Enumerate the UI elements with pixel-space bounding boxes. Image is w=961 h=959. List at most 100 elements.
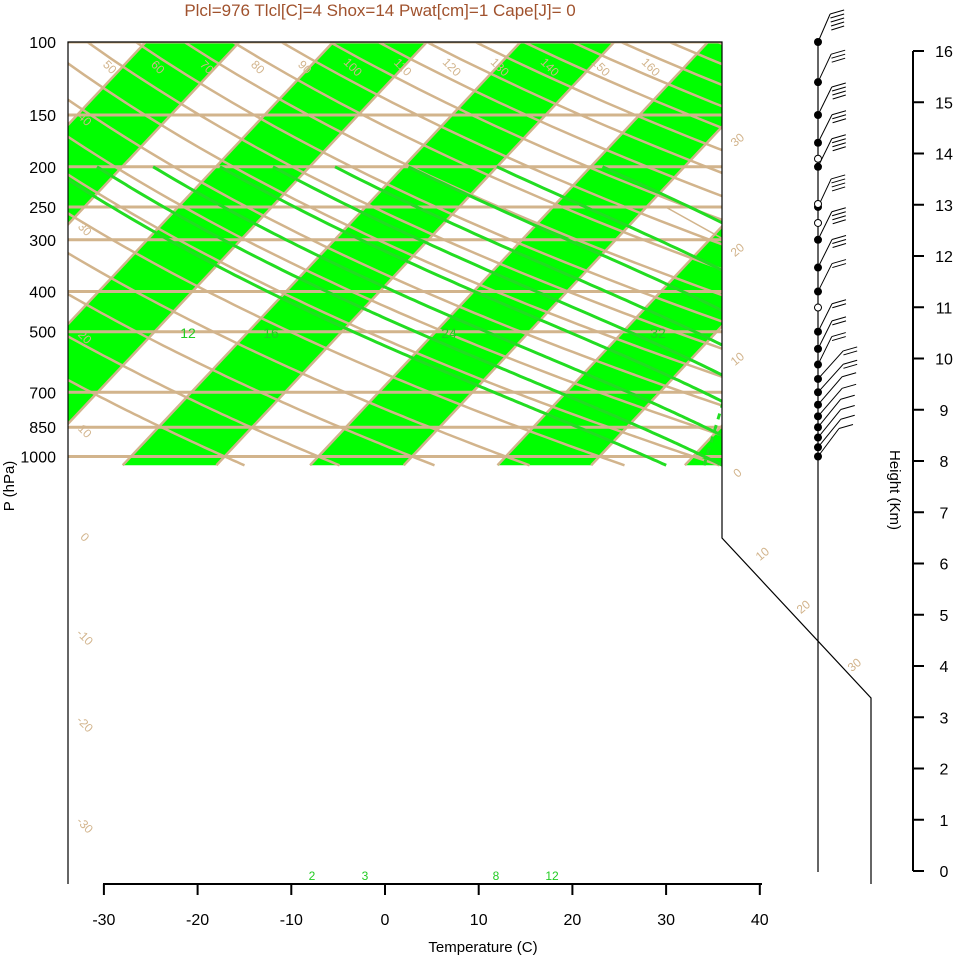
height-tick-label: 10 bbox=[935, 352, 953, 369]
moist-adiabat-line bbox=[722, 165, 871, 467]
mixing-ratio-line bbox=[752, 291, 804, 466]
isotherm-band bbox=[310, 42, 820, 466]
wind-barb bbox=[817, 383, 857, 417]
dry-adiabat-line bbox=[68, 42, 625, 467]
x-axis-title: Temperature (C) bbox=[428, 939, 537, 956]
y-tick-label: 150 bbox=[29, 108, 56, 125]
wind-barb bbox=[817, 316, 847, 350]
y-tick-label: 100 bbox=[29, 35, 56, 52]
moist-adiabat-line bbox=[96, 165, 724, 467]
wind-level-circle bbox=[814, 154, 822, 163]
wind-barb bbox=[817, 82, 846, 116]
moist-adiabat-label: 32 bbox=[650, 325, 666, 341]
mixing-ratio-label: 12 bbox=[545, 869, 559, 883]
x-tick-label: 0 bbox=[381, 912, 390, 929]
y-tick-label: 500 bbox=[29, 325, 56, 342]
height-tick-label: 1 bbox=[940, 813, 949, 830]
isotherm-line bbox=[68, 42, 259, 467]
wind-barb bbox=[817, 346, 858, 380]
moist-adiabat-label: 16 bbox=[263, 325, 279, 341]
wind-barb bbox=[817, 332, 846, 365]
height-tick-label: 0 bbox=[940, 864, 949, 881]
y-tick-label: 300 bbox=[29, 233, 56, 250]
dry-adiabat-line bbox=[717, 42, 871, 467]
y-axis-title: P (hPa) bbox=[1, 461, 18, 512]
height-tick-label: 13 bbox=[935, 198, 953, 215]
wind-barb bbox=[817, 207, 846, 240]
isotherm-band bbox=[872, 23, 961, 465]
height-tick-label: 7 bbox=[940, 505, 949, 522]
height-tick-label: 14 bbox=[935, 147, 953, 164]
moist-adiabat-label: 12 bbox=[180, 325, 196, 341]
height-tick-label: 5 bbox=[940, 608, 949, 625]
height-tick-label: 16 bbox=[935, 44, 953, 61]
wind-barb bbox=[817, 394, 855, 428]
y-tick-label: 700 bbox=[29, 385, 56, 402]
isotherm-line bbox=[777, 42, 871, 467]
wind-barb bbox=[817, 235, 847, 268]
wind-barb bbox=[817, 134, 846, 167]
wind-level-circle bbox=[814, 303, 822, 312]
x-tick-label: 20 bbox=[564, 912, 582, 929]
temperature-right-label: 30 bbox=[728, 130, 747, 150]
wind-barb bbox=[817, 405, 855, 438]
dry-adiabat-line bbox=[68, 42, 871, 467]
dry-adiabat-line bbox=[68, 42, 530, 467]
wind-barb bbox=[817, 359, 858, 393]
isotherm-line bbox=[68, 42, 352, 467]
wind-barb bbox=[817, 299, 847, 332]
x-tick-label: -20 bbox=[186, 912, 209, 929]
moist-adiabat-line bbox=[496, 165, 871, 467]
dry-adiabat-line bbox=[765, 42, 871, 467]
mixing-ratio-lines bbox=[702, 291, 961, 466]
wind-profile bbox=[814, 9, 858, 872]
isotherm-band bbox=[68, 42, 445, 466]
wind-barb bbox=[817, 9, 845, 43]
moist-adiabat-label: 24 bbox=[441, 325, 457, 341]
height-tick-label: 9 bbox=[940, 403, 949, 420]
isotherm-band bbox=[68, 42, 258, 466]
x-axis: -30 -20 -10 0 10 20 30 40 bbox=[92, 883, 769, 929]
temperature-right-label: 30 bbox=[845, 655, 864, 675]
wind-barb bbox=[817, 259, 847, 292]
height-tick-label: 3 bbox=[940, 710, 949, 727]
chart-title: Plcl=976 Tlcl[C]=4 Shox=14 Pwat[cm]=1 Ca… bbox=[184, 1, 575, 20]
isotherm-line bbox=[68, 42, 165, 467]
dry-adiabat-line bbox=[183, 42, 871, 467]
x-tick-label: 10 bbox=[470, 912, 488, 929]
y-axis: 100 150 200 250 300 400 500 700 850 1000 bbox=[20, 35, 56, 467]
height-tick-label: 2 bbox=[940, 762, 949, 779]
dry-adiabat-line bbox=[68, 42, 340, 467]
x-tick-label: 30 bbox=[657, 912, 675, 929]
y-tick-label: 200 bbox=[29, 160, 56, 177]
height-tick-label: 11 bbox=[936, 300, 953, 317]
height-axis-title: Height (Km) bbox=[886, 450, 903, 530]
y-tick-label: 250 bbox=[29, 200, 56, 217]
dry-adiabat-line bbox=[68, 42, 435, 467]
wind-barb bbox=[817, 174, 846, 208]
height-tick-label: 15 bbox=[935, 95, 953, 112]
wind-barb bbox=[817, 110, 847, 143]
y-tick-label: 1000 bbox=[20, 450, 56, 467]
moist-adiabat-line bbox=[68, 165, 667, 467]
isotherm-line bbox=[872, 23, 961, 465]
x-tick-label: -10 bbox=[280, 912, 303, 929]
isotherm-band bbox=[122, 42, 633, 466]
temperature-right-label: 10 bbox=[728, 349, 747, 369]
wind-barb bbox=[817, 424, 854, 457]
x-tick-label: -30 bbox=[92, 912, 115, 929]
height-tick-label: 8 bbox=[940, 454, 949, 471]
temperature-right-label: 20 bbox=[728, 240, 747, 260]
temperature-right-label: 0 bbox=[730, 465, 744, 480]
y-tick-label: 400 bbox=[29, 285, 56, 302]
wind-barb bbox=[817, 414, 855, 448]
temperature-right-label: 20 bbox=[794, 597, 813, 617]
wind-level-circle bbox=[814, 199, 822, 208]
x-tick-label: 40 bbox=[751, 912, 769, 929]
temperature-right-label: 10 bbox=[753, 544, 772, 564]
height-tick-label: 12 bbox=[935, 249, 953, 266]
wind-barb bbox=[817, 49, 846, 83]
mixing-ratio-line bbox=[942, 292, 961, 466]
